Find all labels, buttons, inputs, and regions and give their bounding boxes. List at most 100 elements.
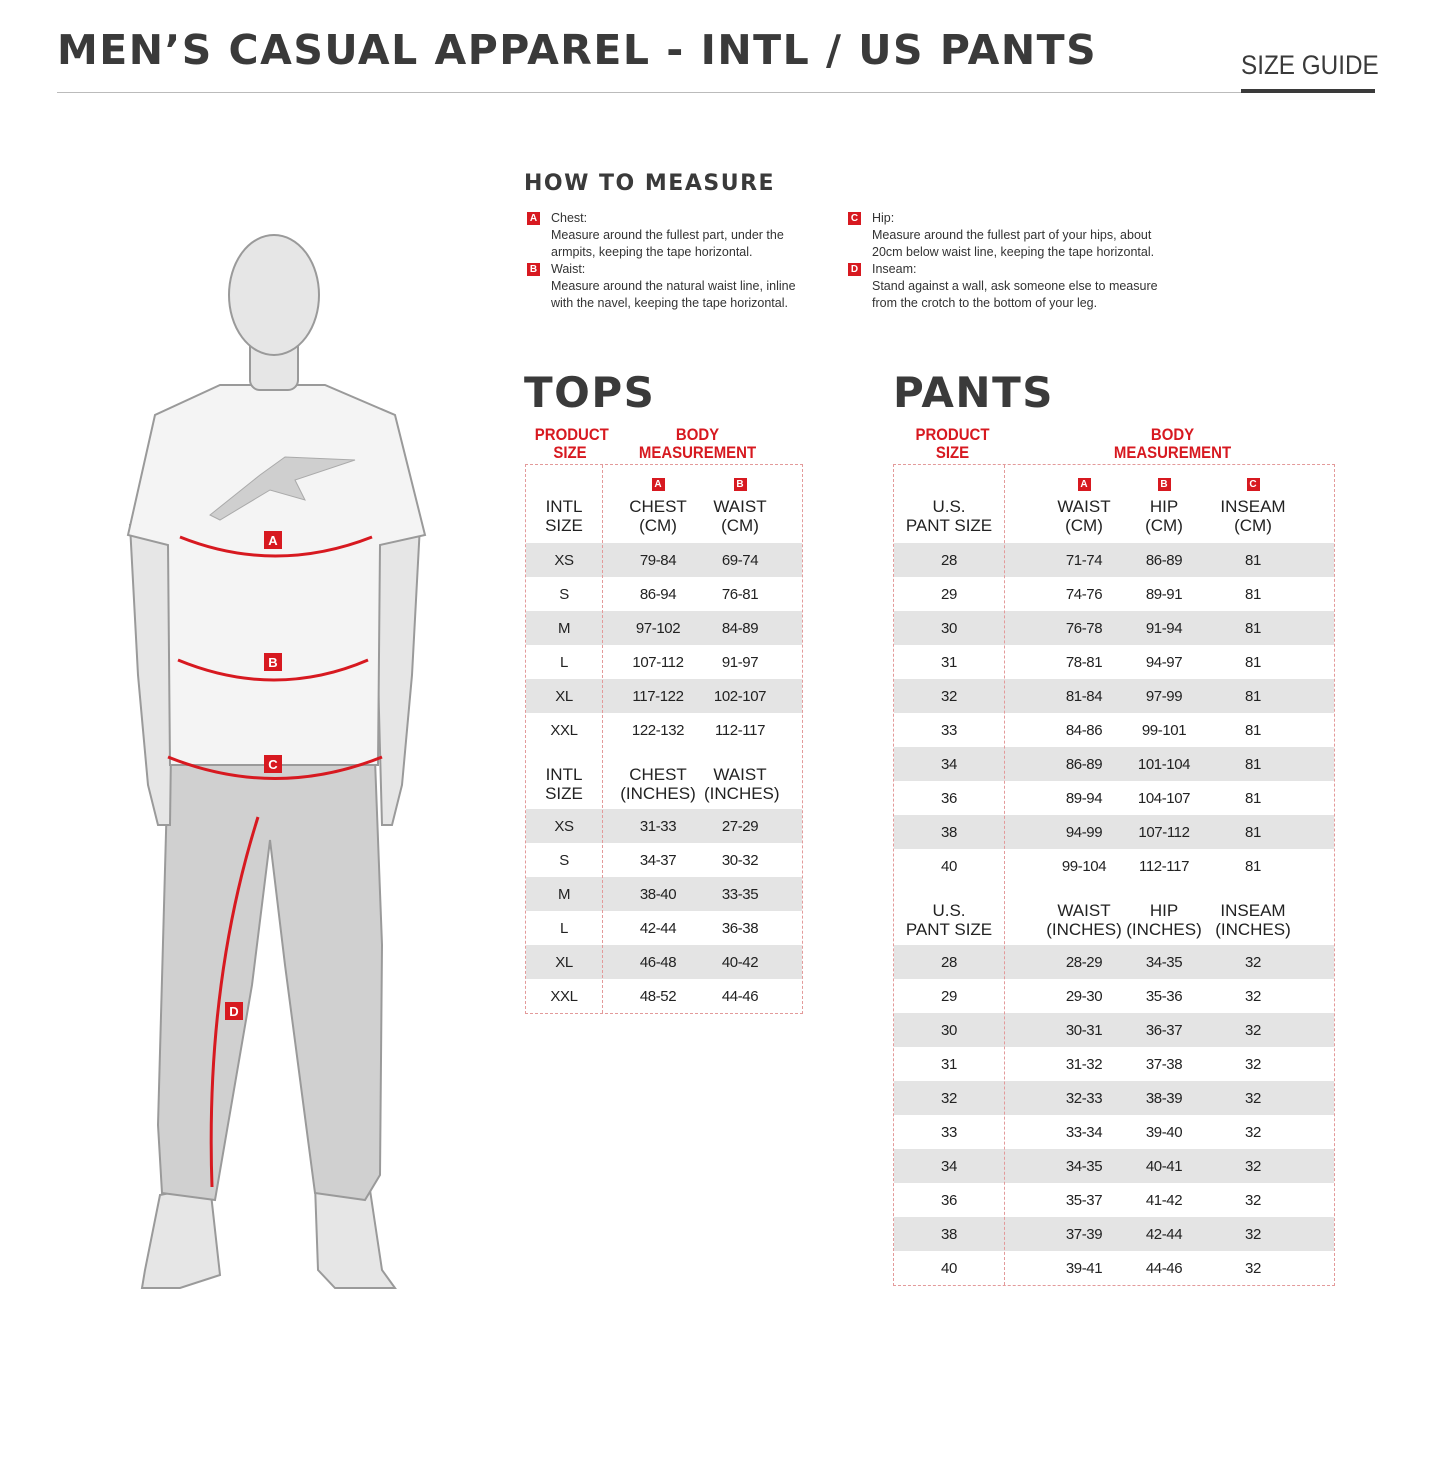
pants-cell: 81	[1245, 823, 1261, 841]
pants-table-row: 38 37-39 42-44 32	[894, 1217, 1334, 1251]
pants-cell: 34-35	[1145, 953, 1183, 971]
pants-cell: 32	[1245, 1259, 1261, 1277]
pants-table: U.S. PANT SIZE A WAIST (CM) B HIP (CM) C INSEA…	[893, 464, 1335, 1286]
tops-cell: 107-112	[632, 653, 684, 671]
pants-cell: 81	[1245, 551, 1261, 569]
pants-cell: 29-30	[1065, 987, 1103, 1005]
pants-table-row: 40 99-104 112-117 81	[894, 849, 1334, 883]
pants-cell: 31	[941, 653, 957, 671]
tops-cell: 36-38	[721, 919, 759, 937]
figure-head	[228, 234, 320, 356]
figure-label-c: C	[268, 757, 278, 772]
pants-title: PANTS	[893, 368, 1054, 417]
measure-hip: C Hip: Measure around the fullest part o…	[848, 210, 1178, 261]
pants-cell: 29	[941, 987, 957, 1005]
column-divider	[1004, 465, 1005, 1285]
pants-cell: 34-35	[1065, 1157, 1103, 1175]
tops-cell: XS	[554, 817, 574, 835]
measure-letter-badge: A	[1077, 478, 1091, 491]
measure-inseam: D Inseam: Stand against a wall, ask some…	[848, 261, 1178, 312]
pants-cell: 32	[1245, 1191, 1261, 1209]
badge-d: D	[848, 263, 861, 276]
pants-table-row: 38 94-99 107-112 81	[894, 815, 1334, 849]
pants-cell: 42-44	[1145, 1225, 1183, 1243]
pants-cell: 81-84	[1065, 687, 1103, 705]
pants-cell: 32	[1245, 1225, 1261, 1243]
tops-table-row: XS 79-84 69-74	[526, 543, 802, 577]
pants-cell: 38	[941, 823, 957, 841]
pants-cell: 39-40	[1145, 1123, 1183, 1141]
pants-column-label: HIP (CM)	[1145, 497, 1183, 535]
tops-cell: L	[560, 653, 568, 671]
figure-label-a: A	[268, 533, 278, 548]
pants-cell: 32	[1245, 987, 1261, 1005]
pants-column-label: WAIST (INCHES)	[1046, 901, 1122, 939]
pants-cell: 38-39	[1145, 1089, 1183, 1107]
title-divider	[57, 92, 1375, 93]
badge-a: A	[527, 212, 540, 225]
tops-table-row: XXL 122-132 112-117	[526, 713, 802, 747]
pants-cell: 81	[1245, 653, 1261, 671]
pants-header-cell: B HIP (CM)	[1124, 472, 1204, 535]
pants-cell: 40	[941, 857, 957, 875]
pants-cell: 40	[941, 1259, 957, 1277]
tops-header-cell: WAIST (INCHES)	[704, 765, 780, 803]
pants-cell: 28	[941, 551, 957, 569]
pants-cell: 91-94	[1145, 619, 1183, 637]
pants-cell: 33-34	[1065, 1123, 1103, 1141]
pants-column-label: INSEAM (CM)	[1220, 497, 1286, 535]
pants-cm-header-row: U.S. PANT SIZE A WAIST (CM) B HIP (CM) C INSEA…	[894, 465, 1334, 543]
measure-letter-badge: B	[733, 478, 747, 491]
tops-cell: XS	[554, 551, 574, 569]
measure-desc: Measure around the fullest part, under t…	[551, 228, 784, 259]
measure-desc: Measure around the fullest part of your …	[872, 228, 1155, 259]
pants-body-measurement-heading: BODY MEASUREMENT	[1113, 425, 1232, 462]
figure-shoe-left	[140, 1183, 222, 1289]
tops-cell: 38-40	[639, 885, 677, 903]
pants-cell: 36	[941, 1191, 957, 1209]
pants-header-cell: C INSEAM (CM)	[1204, 472, 1302, 535]
measure-desc: Measure around the natural waist line, i…	[551, 279, 796, 310]
pants-column-label: INSEAM (INCHES)	[1215, 901, 1291, 939]
pants-header-cell: A WAIST (CM)	[1044, 472, 1124, 535]
waist-arc	[177, 658, 369, 682]
pants-table-row: 31 31-32 37-38 32	[894, 1047, 1334, 1081]
tops-cell: 33-35	[721, 885, 759, 903]
pants-column-label: WAIST (CM)	[1057, 497, 1111, 535]
tops-product-size-heading: PRODUCT SIZE	[534, 425, 609, 462]
pants-cell: 32	[1245, 1089, 1261, 1107]
pants-cell: 74-76	[1065, 585, 1103, 603]
tops-cell: 91-97	[721, 653, 759, 671]
pants-cell: 36-37	[1145, 1021, 1183, 1039]
figure-arm-left	[128, 524, 173, 826]
pants-cell: 34	[941, 1157, 957, 1175]
figure-pants	[156, 759, 384, 1202]
pants-cell: 81	[1245, 789, 1261, 807]
pants-product-size-heading: PRODUCT SIZE	[915, 425, 990, 462]
figure-label-d: D	[229, 1004, 238, 1019]
tops-inches-header-row: INTL SIZE CHEST (INCHES) WAIST (INCHES)	[526, 747, 802, 809]
tops-column-label: INTL SIZE	[545, 497, 583, 535]
pants-cell: 34	[941, 755, 957, 773]
pants-cell: 81	[1245, 755, 1261, 773]
pants-cell: 40-41	[1145, 1157, 1183, 1175]
measure-name: Chest:	[551, 211, 588, 225]
pants-cell: 37-38	[1145, 1055, 1183, 1073]
column-divider	[602, 465, 603, 1013]
pants-table-row: 40 39-41 44-46 32	[894, 1251, 1334, 1285]
tops-header-cell: CHEST (INCHES)	[612, 765, 704, 803]
tops-header-cell: A CHEST (CM)	[612, 472, 704, 535]
measure-name: Hip:	[872, 211, 895, 225]
pants-cell: 94-99	[1065, 823, 1103, 841]
pants-header-cell: INSEAM (INCHES)	[1204, 901, 1302, 939]
pants-cell: 86-89	[1065, 755, 1103, 773]
pants-cell: 101-104	[1137, 755, 1191, 773]
pants-cell: 31	[941, 1055, 957, 1073]
tops-cell: 40-42	[721, 953, 759, 971]
tops-column-label: WAIST (INCHES)	[704, 765, 780, 803]
pants-cell: 41-42	[1145, 1191, 1183, 1209]
pants-cell: 35-37	[1065, 1191, 1103, 1209]
pants-cell: 89-94	[1065, 789, 1103, 807]
pants-header-cell: HIP (INCHES)	[1124, 901, 1204, 939]
